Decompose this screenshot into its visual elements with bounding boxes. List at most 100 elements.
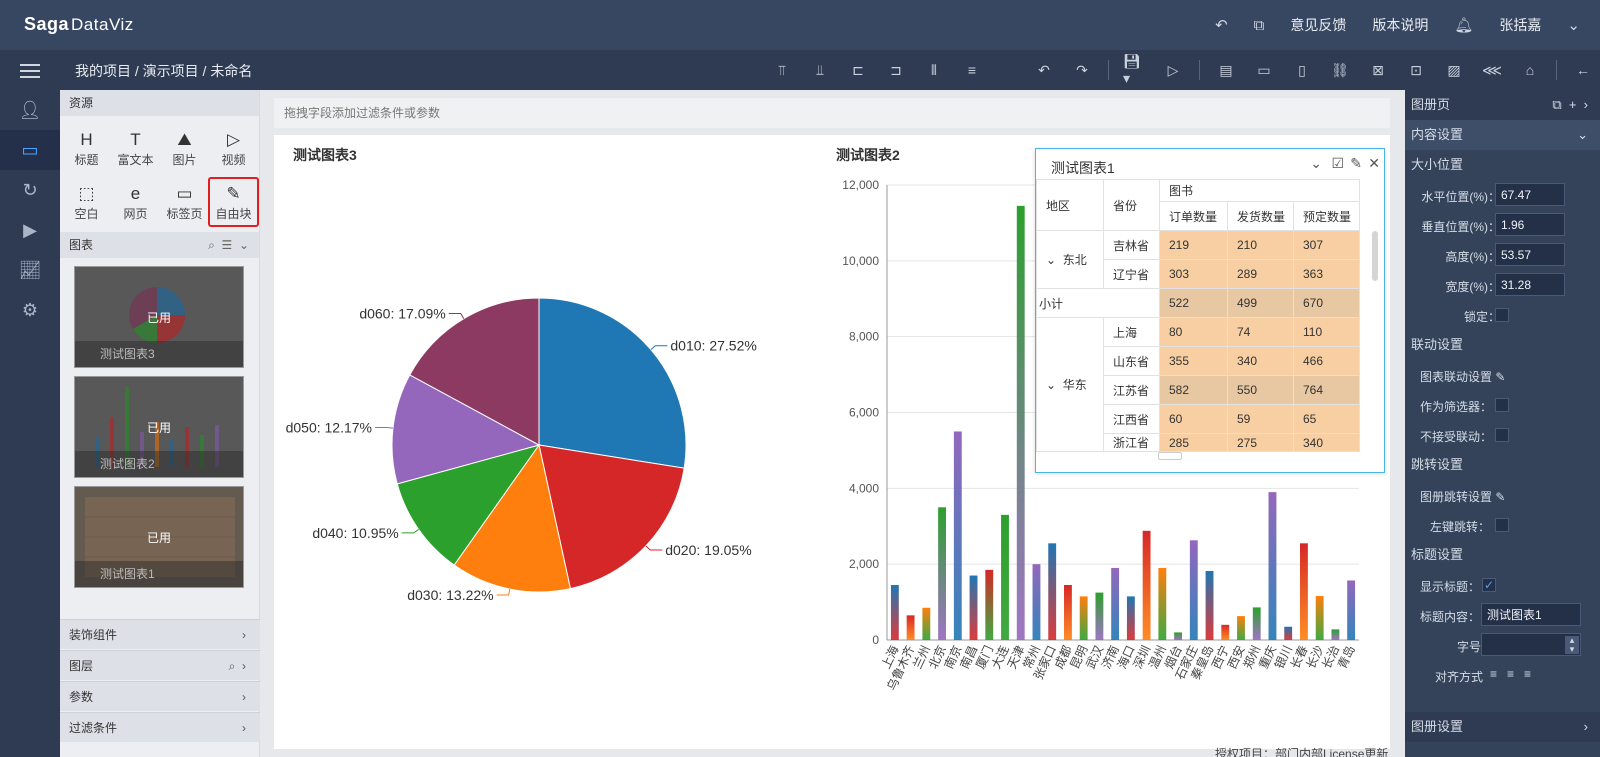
document-icon[interactable]: ▤ [1219,61,1233,78]
chart-thumb-3[interactable]: 已用 测试图表3 [74,266,244,368]
user-icon[interactable]: 👤︎ [18,99,42,120]
bar-上海[interactable] [890,585,899,640]
show-title-checkbox[interactable]: ✓ [1482,578,1496,592]
bar-济南[interactable] [1111,567,1120,640]
bar-长沙[interactable] [1315,596,1324,640]
share-icon[interactable]: ⋘ [1482,61,1502,78]
filters-section[interactable]: 过滤条件 › [60,712,260,742]
pie-slice-d030[interactable] [453,443,572,593]
bar-银川[interactable] [1284,626,1293,640]
lock-checkbox[interactable] [1495,308,1509,322]
undo-back-icon[interactable]: ↶ [1215,17,1228,34]
pdf-icon[interactable]: ⊡ [1410,61,1422,78]
resource-blank[interactable]: ⬚ 空白 [62,178,111,226]
bar-张家口[interactable] [1048,543,1057,640]
resource-image[interactable]: ⛰ 图片 [160,124,209,172]
resource-video[interactable]: ▷ 视频 [209,124,258,172]
pie-chart[interactable]: d010: 27.52% d020: 19.05% d030: 13.22% d040… [274,135,834,735]
bar-成都[interactable] [1064,585,1072,640]
pie-slice-d050[interactable] [391,374,541,485]
no-link-checkbox[interactable] [1495,428,1509,442]
search-icon[interactable]: ⌕ [208,238,215,252]
bar-武汉[interactable] [1095,592,1104,640]
bar-长治[interactable] [1331,629,1340,640]
album-settings-header[interactable]: 图册设置 › [1405,712,1600,742]
bar-秦皇岛[interactable] [1205,570,1214,640]
distribute-vertical-icon[interactable]: ≡ [967,62,977,78]
close-icon[interactable]: ✕ [1368,155,1380,171]
font-size-stepper[interactable] [1481,633,1581,656]
left-jump-checkbox[interactable] [1495,518,1509,532]
bar-厦门[interactable] [985,569,994,640]
region-cell[interactable]: ⌄ 东北 [1036,230,1104,289]
undo-icon[interactable]: ↶ [1038,61,1050,78]
cycle-icon[interactable]: ↻ [22,179,38,200]
chevron-down-icon[interactable]: ⌄ [238,238,249,252]
h-pos-input[interactable] [1495,183,1565,206]
user-menu[interactable]: 张括嘉 [1499,17,1542,33]
filter-dropzone[interactable]: 拖拽字段添加过滤条件或参数 [274,98,1390,128]
external-edit-icon[interactable]: ⧉ [1253,16,1265,34]
gear-icon[interactable]: ⚙ [21,299,39,320]
distribute-horizontal-icon[interactable]: ⫴ [931,61,937,78]
image-icon[interactable]: ▨ [1447,61,1461,78]
chevron-down-icon[interactable]: ⌄ [1310,155,1322,171]
chevron-down-icon[interactable]: ⌄ [1046,378,1057,392]
menu-icon[interactable] [20,60,40,80]
content-settings-header[interactable]: 内容设置 ⌄ [1405,120,1600,150]
v-pos-input[interactable] [1495,213,1565,236]
feedback-link[interactable]: 意见反馈 [1290,17,1347,33]
align-right-icon[interactable]: ⊐ [890,61,902,78]
list-icon[interactable]: ☰ [221,238,233,252]
chevron-down-icon[interactable]: ⌄ [1567,17,1580,34]
bar-长春[interactable] [1300,543,1308,640]
resource-richtext[interactable]: T 富文本 [111,124,160,172]
bar-昆明[interactable] [1079,596,1088,640]
bar-海口[interactable] [1126,596,1135,640]
link-icon[interactable]: ⛓ [1331,61,1349,78]
edit-icon[interactable]: ✎ [1350,155,1362,171]
align-options-icons[interactable]: ≡≡≡ [1490,667,1542,681]
tag-icon[interactable]: ⌂ [1525,62,1535,78]
chevron-down-icon[interactable]: ⌄ [1046,253,1057,267]
bar-南京[interactable] [953,431,962,640]
vertical-scrollbar[interactable] [1372,231,1378,281]
align-top-icon[interactable]: ⫪ [778,61,786,78]
pie-slice-d060[interactable] [409,297,540,446]
resize-handle[interactable] [1158,452,1182,460]
back-arrow-icon[interactable]: ← [1576,62,1590,78]
bar-南昌[interactable] [969,575,978,640]
bar-北京[interactable] [938,507,946,640]
bar-兰州[interactable] [922,607,931,640]
excel-icon[interactable]: ⊠ [1372,61,1384,78]
align-left-icon[interactable]: ⊏ [852,61,864,78]
height-input[interactable] [1495,243,1565,266]
width-input[interactable] [1495,273,1565,296]
params-section[interactable]: 参数 › [60,681,260,711]
pie-slice-d010[interactable] [538,297,687,469]
bar-郑州[interactable] [1252,607,1261,640]
bar-乌鲁木齐[interactable] [906,615,915,640]
play-icon[interactable]: ▷ [1167,61,1179,78]
bar-西宁[interactable] [1221,624,1230,640]
bar-深圳[interactable] [1142,530,1151,640]
resource-tabs[interactable]: ▭ 标签页 [160,178,209,226]
chart-link-row[interactable]: 图表联动设置 ✎ [1405,360,1600,390]
resource-title[interactable]: H 标题 [62,124,111,172]
breadcrumb[interactable]: 我的项目 / 演示项目 / 未命名 [75,63,253,79]
play-circle-icon[interactable]: ▶ [23,219,37,240]
version-link[interactable]: 版本说明 [1372,17,1429,33]
chart-thumb-1[interactable]: 已用 测试图表1 [74,486,244,588]
as-filter-checkbox[interactable] [1495,398,1509,412]
bar-常州[interactable] [1032,564,1041,640]
pie-slice-d040[interactable] [396,444,541,566]
pivot-table-popup[interactable]: 测试图表1 ⌄ ☑ ✎ ✕ 地区 省份 图书 订单数量 发货数量 预定数量 ⌄ 东北 吉林… [1035,148,1385,473]
bell-icon[interactable]: 🔔︎ [1454,17,1474,34]
bar-重庆[interactable] [1268,492,1277,640]
chart-thumb-2[interactable]: 已用 测试图表2 [74,376,244,478]
monitor-icon[interactable]: ▭ [0,130,60,170]
album-jump-row[interactable]: 图册跳转设置 ✎ [1405,480,1600,510]
stepper-arrows-icon[interactable]: ▴ ▾ [1565,636,1579,654]
checkbox-icon[interactable]: ☑ [1331,155,1344,171]
region-cell[interactable]: ⌄ 华东 [1036,317,1104,452]
